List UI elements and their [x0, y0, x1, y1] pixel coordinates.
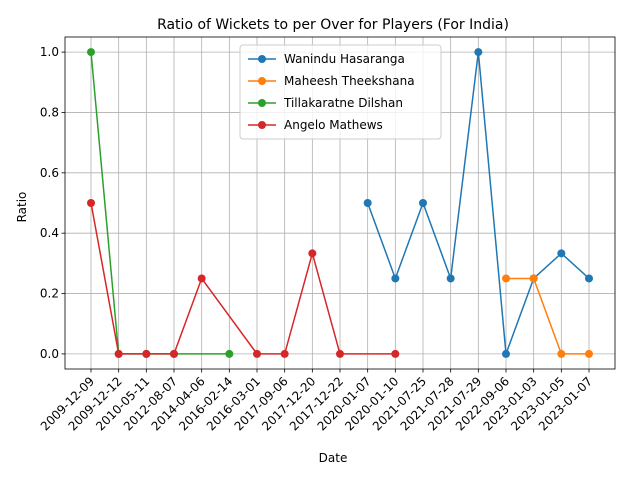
data-point: [585, 274, 593, 283]
series-line: [506, 277, 589, 355]
y-axis-label: Ratio: [15, 192, 29, 223]
data-point: [114, 349, 123, 358]
data-point: [197, 274, 206, 283]
data-point: [308, 249, 317, 258]
series: [502, 274, 593, 358]
data-point: [557, 349, 566, 358]
y-tick-label: 0.0: [40, 347, 59, 361]
data-point: [253, 349, 261, 358]
y-tick-label: 0.8: [40, 105, 59, 119]
data-point: [87, 199, 95, 207]
y-tick-label: 1.0: [40, 45, 59, 59]
y-tick-label: 0.6: [40, 166, 59, 180]
series-layer: [87, 48, 593, 358]
legend-label: Tillakaratne Dilshan: [283, 96, 403, 110]
data-point: [87, 48, 95, 57]
data-point: [336, 349, 344, 358]
data-point: [529, 274, 538, 283]
data-point: [142, 349, 151, 358]
y-axis-ticks: 0.0 0.2 0.4 0.6 0.8 1.0: [40, 45, 65, 361]
legend-marker: [258, 77, 266, 85]
legend: Wanindu Hasaranga Maheesh Theekshana Tilla…: [239, 44, 442, 140]
series-line: [90, 202, 396, 355]
data-point: [446, 274, 455, 283]
data-point: [419, 199, 427, 207]
legend-marker: [258, 121, 266, 129]
y-tick-label: 0.2: [40, 287, 59, 301]
legend-box: [239, 44, 442, 140]
data-point: [225, 349, 234, 358]
legend-label: Angelo Mathews: [284, 118, 383, 132]
data-point: [170, 349, 178, 358]
legend-item: Maheesh Theekshana: [248, 74, 415, 88]
data-point: [502, 274, 510, 283]
x-axis-label: Date: [319, 451, 348, 465]
legend-item: Tillakaratne Dilshan: [248, 96, 403, 110]
legend-marker: [258, 55, 266, 63]
legend-item: Wanindu Hasaranga: [248, 52, 405, 66]
data-point: [280, 349, 289, 358]
data-point: [474, 48, 483, 57]
legend-marker: [258, 99, 266, 107]
data-point: [391, 274, 400, 283]
series: [87, 199, 400, 358]
legend-label: Maheesh Theekshana: [284, 74, 415, 88]
data-point: [557, 249, 566, 258]
data-point: [585, 349, 593, 358]
data-point: [363, 199, 372, 207]
data-point: [502, 349, 510, 358]
legend-item: Angelo Mathews: [248, 118, 383, 132]
y-tick-label: 0.4: [40, 226, 59, 240]
chart-title: Ratio of Wickets to per Over for Players…: [157, 17, 509, 33]
data-point: [391, 349, 400, 358]
legend-label: Wanindu Hasaranga: [284, 52, 405, 66]
